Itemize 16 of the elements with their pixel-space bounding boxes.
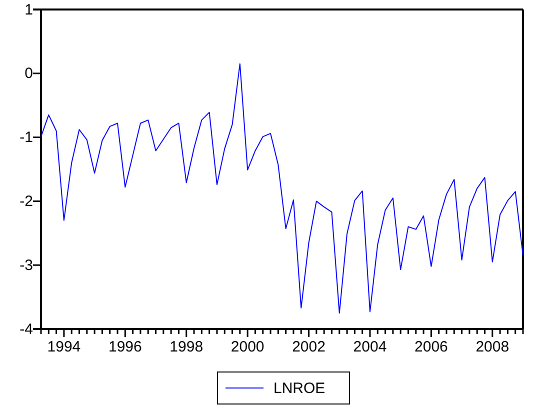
y-tick-label: -3 [20,256,33,274]
x-tick-label: 1998 [170,338,204,356]
x-tick-label: 1994 [47,338,81,356]
x-tick-label: 2002 [292,338,326,356]
y-tick-label: 0 [24,65,33,82]
legend-label: LNROE [274,380,326,397]
y-tick-label: -4 [20,320,33,338]
line-series [40,63,524,314]
x-tick-label: 2006 [414,338,448,356]
x-tick-label: 2008 [476,338,510,356]
y-tick-label: -1 [20,129,33,146]
x-tick-label: 1996 [108,338,142,356]
y-tick-label: 1 [24,1,33,18]
x-tick-label: 2000 [230,338,264,356]
y-tick-label: -2 [20,193,33,210]
x-tick-label: 2004 [353,338,387,356]
